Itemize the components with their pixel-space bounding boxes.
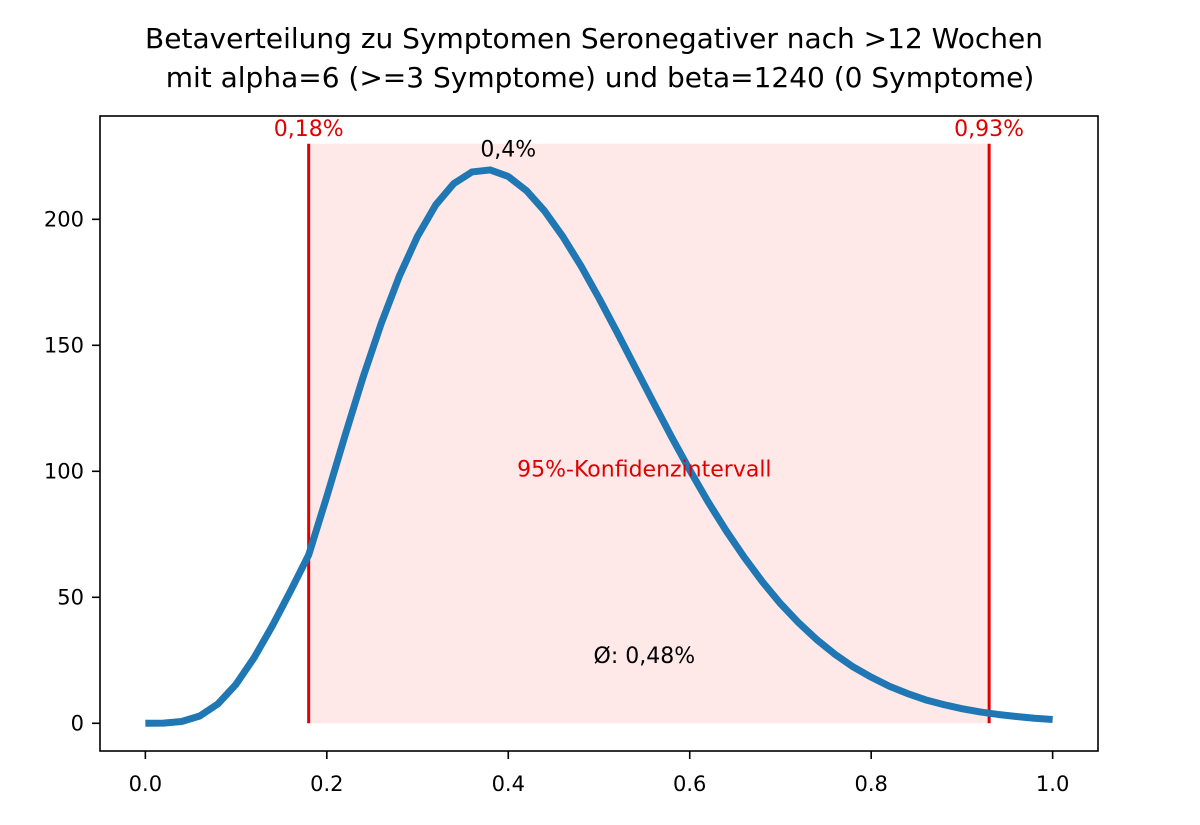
confidence-interval-band xyxy=(308,143,990,724)
x-tick-label: 0.0 xyxy=(129,772,162,796)
x-tick-label: 0.2 xyxy=(310,772,343,796)
series-line-beta-density xyxy=(145,166,1053,727)
y-tick-label: 0 xyxy=(71,711,84,735)
y-axis: 0 50 100 150 200 xyxy=(44,207,100,735)
mean-label: Ø: 0,48% xyxy=(594,644,696,669)
ci-lower-label: 0,18% xyxy=(274,117,344,142)
chart-title-line-1: Betaverteilung zu Symptomen Seronegative… xyxy=(145,22,1043,55)
y-tick-label: 150 xyxy=(44,333,84,357)
x-tick-label: 0.6 xyxy=(673,772,706,796)
ci-label: 95%-Konfidenzintervall xyxy=(517,457,771,482)
mode-label: 0,4% xyxy=(480,137,536,162)
y-tick-label: 100 xyxy=(44,459,84,483)
x-axis: 0.0 0.2 0.4 0.6 0.8 1.0 xyxy=(129,751,1069,796)
x-tick-label: 0.8 xyxy=(854,772,887,796)
ci-upper-label: 0,93% xyxy=(954,117,1024,142)
plot-frame xyxy=(99,115,1099,752)
x-tick-label: 1.0 xyxy=(1036,772,1069,796)
y-tick-label: 200 xyxy=(44,207,84,231)
y-tick-label: 50 xyxy=(57,585,84,609)
x-tick-label: 0.4 xyxy=(492,772,525,796)
chart-title-line-2: mit alpha=6 (>=3 Symptome) und beta=1240… xyxy=(166,61,1035,94)
